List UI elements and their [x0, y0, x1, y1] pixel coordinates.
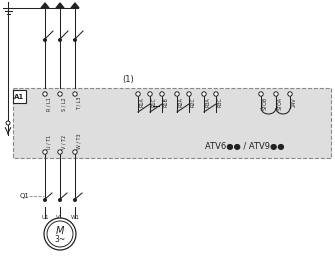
Circle shape — [44, 38, 47, 42]
Circle shape — [73, 92, 77, 96]
Circle shape — [73, 38, 76, 42]
Text: R1A: R1A — [139, 97, 144, 107]
Text: U / T1: U / T1 — [47, 135, 52, 149]
Text: 3~: 3~ — [54, 235, 66, 244]
Circle shape — [43, 92, 47, 96]
Text: R3C: R3C — [217, 97, 222, 107]
Circle shape — [160, 92, 164, 96]
Text: W1: W1 — [70, 215, 79, 220]
Text: A1: A1 — [14, 94, 25, 100]
Text: T / L3: T / L3 — [76, 97, 81, 110]
Text: R2C: R2C — [191, 97, 196, 107]
FancyBboxPatch shape — [13, 88, 331, 158]
Polygon shape — [41, 3, 49, 8]
Text: U1: U1 — [41, 215, 49, 220]
Circle shape — [136, 92, 140, 96]
Text: R1B: R1B — [163, 97, 169, 107]
Text: STOA: STOA — [277, 97, 282, 110]
Text: STOB: STOB — [263, 97, 268, 110]
Text: V / T2: V / T2 — [62, 135, 67, 149]
Text: W / T3: W / T3 — [76, 133, 81, 149]
Circle shape — [148, 92, 152, 96]
Circle shape — [59, 199, 62, 201]
Text: M: M — [56, 226, 64, 236]
Circle shape — [175, 92, 179, 96]
Text: R / L1: R / L1 — [47, 97, 52, 111]
Circle shape — [73, 150, 77, 154]
Text: ATV6●● / ATV9●●: ATV6●● / ATV9●● — [205, 141, 285, 150]
Text: 24V: 24V — [291, 97, 296, 107]
Circle shape — [73, 199, 76, 201]
Circle shape — [6, 121, 10, 125]
Text: V1: V1 — [56, 215, 64, 220]
Circle shape — [58, 150, 62, 154]
Text: S / L2: S / L2 — [62, 97, 67, 111]
Circle shape — [202, 92, 206, 96]
Text: Q1: Q1 — [20, 193, 30, 199]
Circle shape — [187, 92, 191, 96]
Text: R2A: R2A — [179, 97, 184, 107]
Circle shape — [43, 150, 47, 154]
Text: R3A: R3A — [205, 97, 210, 107]
Text: R1C: R1C — [151, 97, 156, 107]
Circle shape — [214, 92, 218, 96]
Circle shape — [58, 92, 62, 96]
Circle shape — [44, 199, 47, 201]
Circle shape — [59, 38, 62, 42]
Polygon shape — [56, 3, 64, 8]
Circle shape — [274, 92, 278, 96]
Circle shape — [259, 92, 263, 96]
Circle shape — [288, 92, 292, 96]
FancyBboxPatch shape — [13, 90, 26, 103]
Circle shape — [44, 218, 76, 250]
Text: (1): (1) — [122, 75, 134, 84]
Polygon shape — [71, 3, 79, 8]
